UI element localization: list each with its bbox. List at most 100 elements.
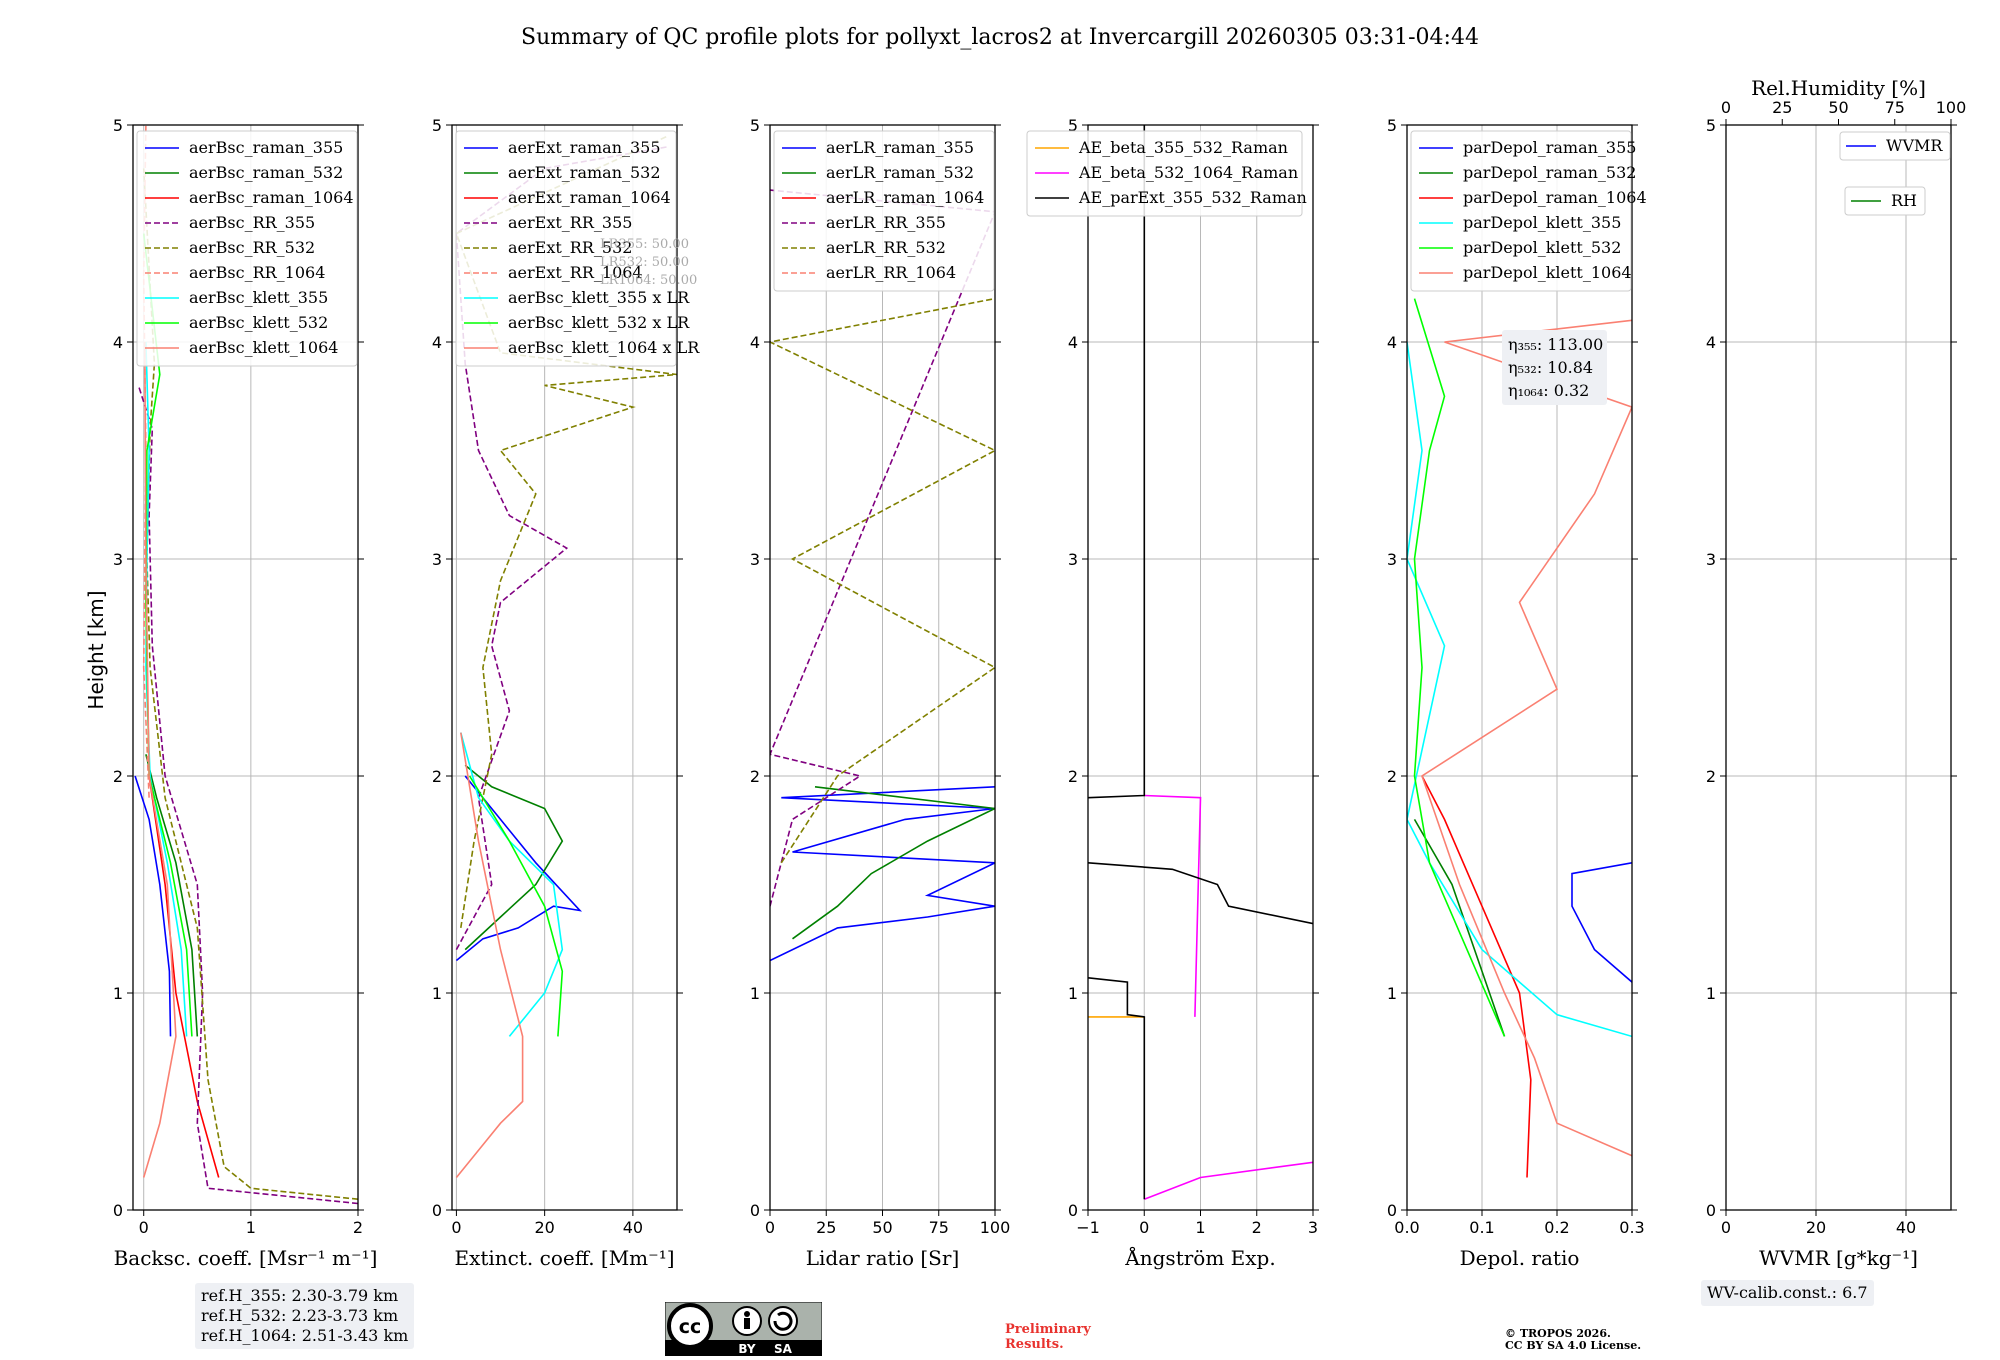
legend-label: aerBsc_klett_532 bbox=[189, 313, 328, 332]
x-tick-label: 0 bbox=[139, 1218, 149, 1237]
legend-label: aerLR_raman_355 bbox=[826, 138, 974, 157]
legend-label: aerBsc_klett_1064 x LR bbox=[508, 338, 700, 357]
y-tick-label: 4 bbox=[750, 333, 760, 352]
y-tick-label: 0 bbox=[113, 1201, 123, 1220]
y-tick-label: 2 bbox=[1387, 767, 1397, 786]
y-tick-label: 4 bbox=[1706, 333, 1716, 352]
series-line-ae-parext-355-532-raman-upper bbox=[1088, 862, 1313, 925]
copyright-note: © TROPOS 2026. CC BY SA 4.0 License. bbox=[1505, 1328, 1641, 1352]
series-line-aerbsc-raman-532 bbox=[145, 754, 199, 1037]
chart-panel-5: 0.0 0.1 0.2 0.3 0 1 2 3 4 5 Depol. ratio parDepol_r… bbox=[1387, 116, 1647, 1270]
y-tick-label: 4 bbox=[432, 333, 442, 352]
y-tick-label: 2 bbox=[113, 767, 123, 786]
series-line-pardepol-klett-355 bbox=[1407, 341, 1632, 1038]
y-tick-label: 0 bbox=[1387, 1201, 1397, 1220]
legend-label: aerBsc_klett_1064 bbox=[189, 338, 338, 357]
x2-tick-label: 0 bbox=[1721, 98, 1731, 117]
series-line-aerbsc-raman-1064 bbox=[148, 775, 220, 1178]
y-tick-label: 2 bbox=[432, 767, 442, 786]
figure-title: Summary of QC profile plots for pollyxt_… bbox=[521, 25, 1479, 50]
cc-sa-label: SA bbox=[774, 1342, 793, 1356]
legend-label: RH bbox=[1891, 191, 1917, 210]
ref-height-1064: ref.H_1064: 2.51-3.43 km bbox=[201, 1326, 409, 1345]
ref-height-355: ref.H_355: 2.30-3.79 km bbox=[201, 1286, 399, 1305]
lidar-ratio-label: LR1064: 50.00 bbox=[600, 273, 697, 288]
y-tick-label: 1 bbox=[113, 984, 123, 1003]
x-axis-label: Ångström Exp. bbox=[1124, 1245, 1275, 1270]
x-tick-label: 40 bbox=[623, 1218, 643, 1237]
legend-label: AE_parExt_355_532_Raman bbox=[1078, 188, 1307, 207]
legend-label: WVMR bbox=[1886, 136, 1943, 155]
series-line-aerext-rr-532 bbox=[455, 135, 677, 929]
lidar-ratio-label: LR355: 50.00 bbox=[600, 237, 689, 252]
x-tick-label: 2 bbox=[353, 1218, 363, 1237]
preliminary-line-2: Results. bbox=[1005, 1337, 1064, 1352]
series-line-ae-parext-355-532-raman-col bbox=[1088, 125, 1146, 799]
y-tick-label: 4 bbox=[1068, 333, 1078, 352]
legend-label: AE_beta_532_1064_Raman bbox=[1078, 163, 1298, 182]
copyright-line-1: © TROPOS 2026. bbox=[1505, 1327, 1611, 1340]
legend-label: aerLR_raman_1064 bbox=[826, 188, 984, 207]
legend-label: aerLR_RR_532 bbox=[826, 238, 946, 257]
legend-label: aerBsc_RR_1064 bbox=[189, 263, 325, 282]
x-tick-label: 0 bbox=[1139, 1218, 1149, 1237]
series-line-aerbsc-raman-355 bbox=[134, 775, 172, 1037]
x2-tick-label: 50 bbox=[1828, 98, 1848, 117]
x-tick-label: 40 bbox=[1896, 1218, 1916, 1237]
series-line-pardepol-klett-532 bbox=[1413, 298, 1506, 1037]
legend-label: parDepol_raman_355 bbox=[1463, 138, 1636, 157]
y-tick-label: 4 bbox=[113, 333, 123, 352]
y-tick-label: 0 bbox=[750, 1201, 760, 1220]
y-tick-label: 1 bbox=[1068, 984, 1078, 1003]
legend-box bbox=[136, 130, 358, 367]
svg-text:cc: cc bbox=[679, 1316, 702, 1338]
series-line-aerlr-rr-532 bbox=[770, 297, 995, 864]
y-tick-label: 3 bbox=[1068, 550, 1078, 569]
y-tick-label: 3 bbox=[1706, 550, 1716, 569]
eta-label: η₅₃₂: 10.84 bbox=[1508, 358, 1593, 377]
legend-label: parDepol_klett_355 bbox=[1463, 213, 1621, 232]
y-tick-label: 1 bbox=[750, 984, 760, 1003]
x2-tick-label: 100 bbox=[1936, 98, 1967, 117]
legend-label: aerBsc_klett_355 bbox=[189, 288, 328, 307]
legend-label: aerExt_raman_1064 bbox=[508, 188, 671, 207]
eta-box bbox=[1502, 330, 1607, 405]
x-axis-label: Backsc. coeff. [Msr⁻¹ m⁻¹] bbox=[114, 1246, 378, 1270]
legend-label: parDepol_klett_532 bbox=[1463, 238, 1621, 257]
x-tick-label: 0.1 bbox=[1469, 1218, 1494, 1237]
x-tick-label: 25 bbox=[816, 1218, 836, 1237]
preliminary-line-1: Preliminary bbox=[1005, 1322, 1091, 1337]
legend-label: parDepol_raman_1064 bbox=[1463, 188, 1647, 207]
x-tick-label: 0 bbox=[1721, 1218, 1731, 1237]
y-tick-label: 1 bbox=[432, 984, 442, 1003]
x-axis-label: WVMR [g*kg⁻¹] bbox=[1759, 1246, 1918, 1270]
series-line-aerext-raman-532 bbox=[464, 764, 564, 951]
y-tick-label: 5 bbox=[750, 116, 760, 135]
eta-label: η₃₅₅: 113.00 bbox=[1508, 335, 1603, 354]
x2-tick-label: 75 bbox=[1885, 98, 1905, 117]
legend-box bbox=[455, 130, 677, 367]
cc-license-logo: cc BY SA bbox=[665, 1302, 822, 1356]
ref-height-532: ref.H_532: 2.23-3.73 km bbox=[201, 1306, 399, 1325]
ref-heights-box: ref.H_355: 2.30-3.79 km ref.H_532: 2.23-… bbox=[195, 1283, 415, 1349]
legend-label: AE_beta_355_532_Raman bbox=[1078, 138, 1288, 157]
legend-label: aerExt_RR_532 bbox=[508, 238, 632, 257]
lidar-ratio-label: LR532: 50.00 bbox=[600, 255, 689, 270]
axes-frame bbox=[1725, 124, 1952, 1211]
y-tick-label: 3 bbox=[432, 550, 442, 569]
legend-label: aerBsc_raman_355 bbox=[189, 138, 343, 157]
legend-box bbox=[1410, 130, 1632, 292]
x2-tick-label: 25 bbox=[1772, 98, 1792, 117]
x-tick-label: 75 bbox=[929, 1218, 949, 1237]
x-axis-label: Depol. ratio bbox=[1460, 1246, 1580, 1270]
y-tick-label: 0 bbox=[1068, 1201, 1078, 1220]
y-tick-label: 0 bbox=[1706, 1201, 1716, 1220]
y-tick-label: 4 bbox=[1387, 333, 1397, 352]
axes-frame bbox=[451, 124, 678, 1211]
legend-label: aerExt_raman_532 bbox=[508, 163, 661, 182]
x-tick-label: 20 bbox=[534, 1218, 554, 1237]
x-tick-label: 100 bbox=[980, 1218, 1011, 1237]
x-tick-label: 3 bbox=[1308, 1218, 1318, 1237]
series-line-aerext-raman-355 bbox=[455, 775, 583, 962]
legend-label: aerExt_raman_355 bbox=[508, 138, 661, 157]
